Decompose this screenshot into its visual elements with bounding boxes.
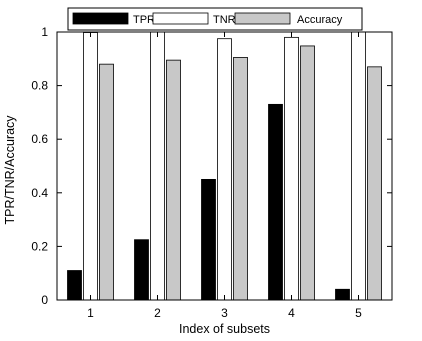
- y-tick-label: 0.4: [31, 186, 48, 200]
- legend-label-tpr: TPR: [133, 14, 155, 26]
- legend: TPR TNR Accuracy: [67, 7, 363, 31]
- y-tick-label: 1: [41, 25, 48, 39]
- y-axis: 0 0.2 0.4 0.6 0.8 1: [31, 25, 392, 307]
- y-axis-label: TPR/TNR/Accuracy: [3, 115, 17, 225]
- bar-accuracy-5: [367, 66, 382, 301]
- bars-layer: [67, 31, 382, 301]
- bar-accuracy-1: [99, 63, 114, 301]
- y-tick-label: 0.6: [31, 132, 48, 146]
- x-tick-label: 4: [288, 306, 295, 320]
- bar-accuracy-4: [300, 45, 315, 301]
- y-tick-label: 0.8: [31, 79, 48, 93]
- bar-tpr-4: [268, 103, 283, 301]
- legend-label-accuracy: Accuracy: [297, 14, 343, 26]
- x-tick-label: 2: [154, 306, 161, 320]
- bar-tnr-3: [217, 38, 232, 301]
- bar-tnr-4: [284, 36, 299, 301]
- bar-tnr-2: [150, 31, 165, 301]
- x-axis-label: Index of subsets: [179, 322, 270, 336]
- x-tick-label: 3: [221, 306, 228, 320]
- x-axis: 1 2 3 4 5: [87, 32, 362, 320]
- bar-tpr-1: [67, 270, 82, 301]
- bar-tpr-5: [335, 288, 350, 301]
- bar-tpr-2: [134, 239, 149, 301]
- bar-tnr-1: [83, 32, 98, 301]
- bar-tnr-5: [351, 31, 366, 301]
- x-tick-label: 1: [87, 306, 94, 320]
- legend-label-tnr: TNR: [213, 14, 236, 26]
- x-tick-label: 5: [355, 306, 362, 320]
- bar-tpr-3: [201, 178, 216, 301]
- legend-swatch-tnr: [152, 12, 209, 25]
- y-tick-label: 0: [41, 293, 48, 307]
- bar-accuracy-2: [166, 59, 181, 301]
- legend-swatch-accuracy: [234, 12, 291, 25]
- legend-swatch-tpr: [72, 12, 129, 25]
- bar-accuracy-3: [233, 57, 248, 301]
- y-tick-label: 0.2: [31, 239, 48, 253]
